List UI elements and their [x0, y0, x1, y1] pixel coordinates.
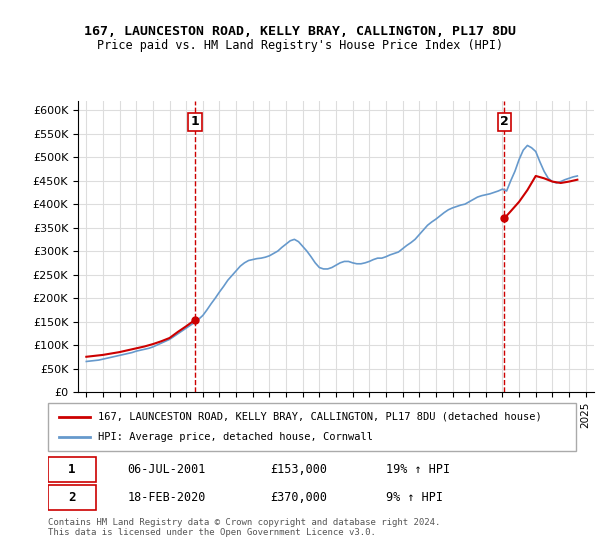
Text: Contains HM Land Registry data © Crown copyright and database right 2024.
This d: Contains HM Land Registry data © Crown c… — [48, 518, 440, 538]
Text: 19% ↑ HPI: 19% ↑ HPI — [386, 463, 450, 476]
Text: 1: 1 — [190, 115, 199, 128]
Text: 167, LAUNCESTON ROAD, KELLY BRAY, CALLINGTON, PL17 8DU: 167, LAUNCESTON ROAD, KELLY BRAY, CALLIN… — [84, 25, 516, 38]
Text: 18-FEB-2020: 18-FEB-2020 — [127, 491, 206, 504]
Text: 1: 1 — [68, 463, 76, 476]
Text: £370,000: £370,000 — [270, 491, 327, 504]
Text: 2: 2 — [68, 491, 76, 504]
Text: Price paid vs. HM Land Registry's House Price Index (HPI): Price paid vs. HM Land Registry's House … — [97, 39, 503, 52]
FancyBboxPatch shape — [48, 486, 95, 510]
Text: 9% ↑ HPI: 9% ↑ HPI — [386, 491, 443, 504]
Text: £153,000: £153,000 — [270, 463, 327, 476]
Text: 2: 2 — [500, 115, 509, 128]
Text: HPI: Average price, detached house, Cornwall: HPI: Average price, detached house, Corn… — [98, 432, 373, 442]
Text: 167, LAUNCESTON ROAD, KELLY BRAY, CALLINGTON, PL17 8DU (detached house): 167, LAUNCESTON ROAD, KELLY BRAY, CALLIN… — [98, 412, 542, 422]
Text: 06-JUL-2001: 06-JUL-2001 — [127, 463, 206, 476]
FancyBboxPatch shape — [48, 457, 95, 482]
FancyBboxPatch shape — [48, 403, 576, 451]
